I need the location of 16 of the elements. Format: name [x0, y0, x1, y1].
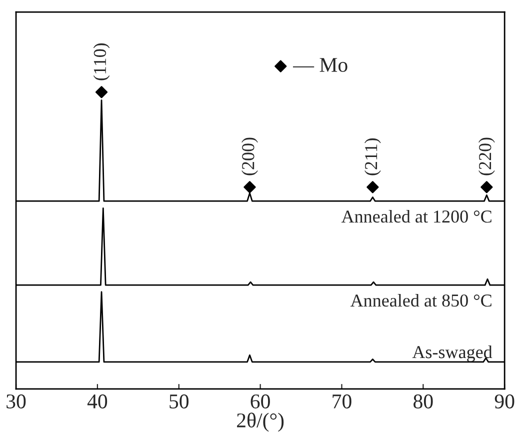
- annotation: (211): [364, 138, 381, 176]
- series-label: Annealed at 1200 °C: [341, 210, 492, 223]
- x-tick-label: 80: [414, 394, 433, 408]
- x-axis-title: 2θ/(°): [237, 412, 284, 432]
- x-tick-label: 40: [87, 394, 108, 408]
- x-tick-label: 30: [6, 394, 26, 408]
- series-label: Annealed at 850 °C: [350, 294, 492, 307]
- legend-label: — Mo: [292, 58, 348, 72]
- x-tick-label: 90: [494, 394, 514, 408]
- x-tick-label: 50: [170, 394, 189, 408]
- annotation: (200): [242, 138, 258, 176]
- x-tick-label: 70: [332, 394, 352, 408]
- x-tick-label: 60: [250, 394, 270, 408]
- series-label: As-swaged: [412, 346, 492, 362]
- annotation: (220): [478, 138, 495, 176]
- text: (110): [93, 43, 110, 80]
